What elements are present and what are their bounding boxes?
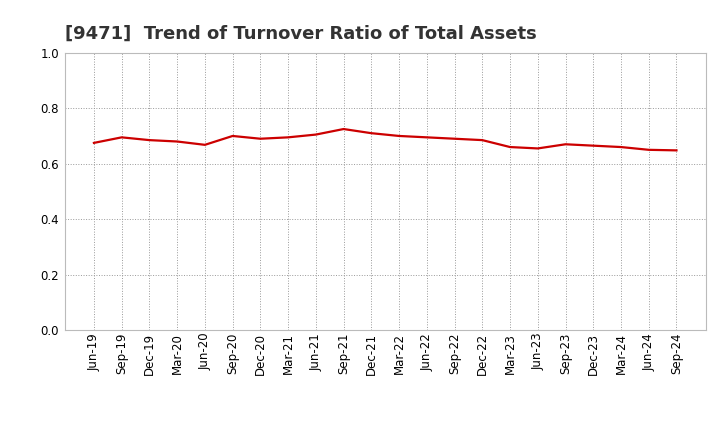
Text: [9471]  Trend of Turnover Ratio of Total Assets: [9471] Trend of Turnover Ratio of Total … xyxy=(65,25,536,43)
